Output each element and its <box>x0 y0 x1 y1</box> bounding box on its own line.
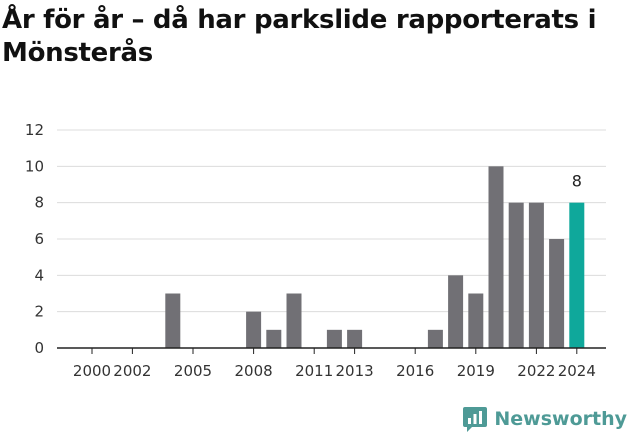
bar <box>326 329 342 348</box>
y-tick-label: 8 <box>34 194 44 212</box>
bar <box>488 166 504 348</box>
bar <box>427 329 443 348</box>
y-tick-label: 10 <box>25 157 44 175</box>
x-tick-label: 2016 <box>396 362 434 380</box>
x-tick-label: 2013 <box>336 362 374 380</box>
bar <box>165 293 181 348</box>
x-tick-label: 2019 <box>457 362 495 380</box>
bar <box>286 293 302 348</box>
y-tick-label: 12 <box>25 121 44 139</box>
x-tick-label: 2000 <box>73 362 111 380</box>
x-tick-label: 2022 <box>517 362 555 380</box>
y-tick-label: 2 <box>34 303 44 321</box>
x-axis-tick-labels: 2000 2002 2005 2008 2011 2013 2016 2019 2022 2024 <box>73 362 596 380</box>
bars <box>165 166 585 348</box>
newsworthy-logo-icon <box>463 407 488 432</box>
y-tick-label: 4 <box>34 266 44 284</box>
bar <box>246 311 262 348</box>
data-labels: 8 <box>572 172 582 191</box>
bar <box>508 202 524 348</box>
bar <box>266 329 282 348</box>
bar <box>468 293 484 348</box>
x-tick-label: 2008 <box>235 362 273 380</box>
chart-title: År för år – då har parkslide rapporterat… <box>2 5 597 68</box>
y-tick-label: 0 <box>34 339 44 357</box>
y-tick-label: 6 <box>34 230 44 248</box>
bar <box>448 275 464 348</box>
x-tick-label: 2011 <box>295 362 333 380</box>
x-axis <box>57 347 606 354</box>
newsworthy-brand: Newsworthy <box>462 405 627 433</box>
bar-highlight <box>569 202 585 348</box>
x-tick-label: 2005 <box>174 362 212 380</box>
bar <box>549 239 565 348</box>
y-axis-tick-labels: 0 2 4 6 8 10 12 <box>25 121 44 357</box>
bar <box>347 329 363 348</box>
highlight-value-label: 8 <box>572 172 582 191</box>
brand-name: Newsworthy <box>494 408 627 430</box>
x-tick-label: 2024 <box>558 362 596 380</box>
x-tick-label: 2002 <box>113 362 151 380</box>
bar <box>528 202 544 348</box>
